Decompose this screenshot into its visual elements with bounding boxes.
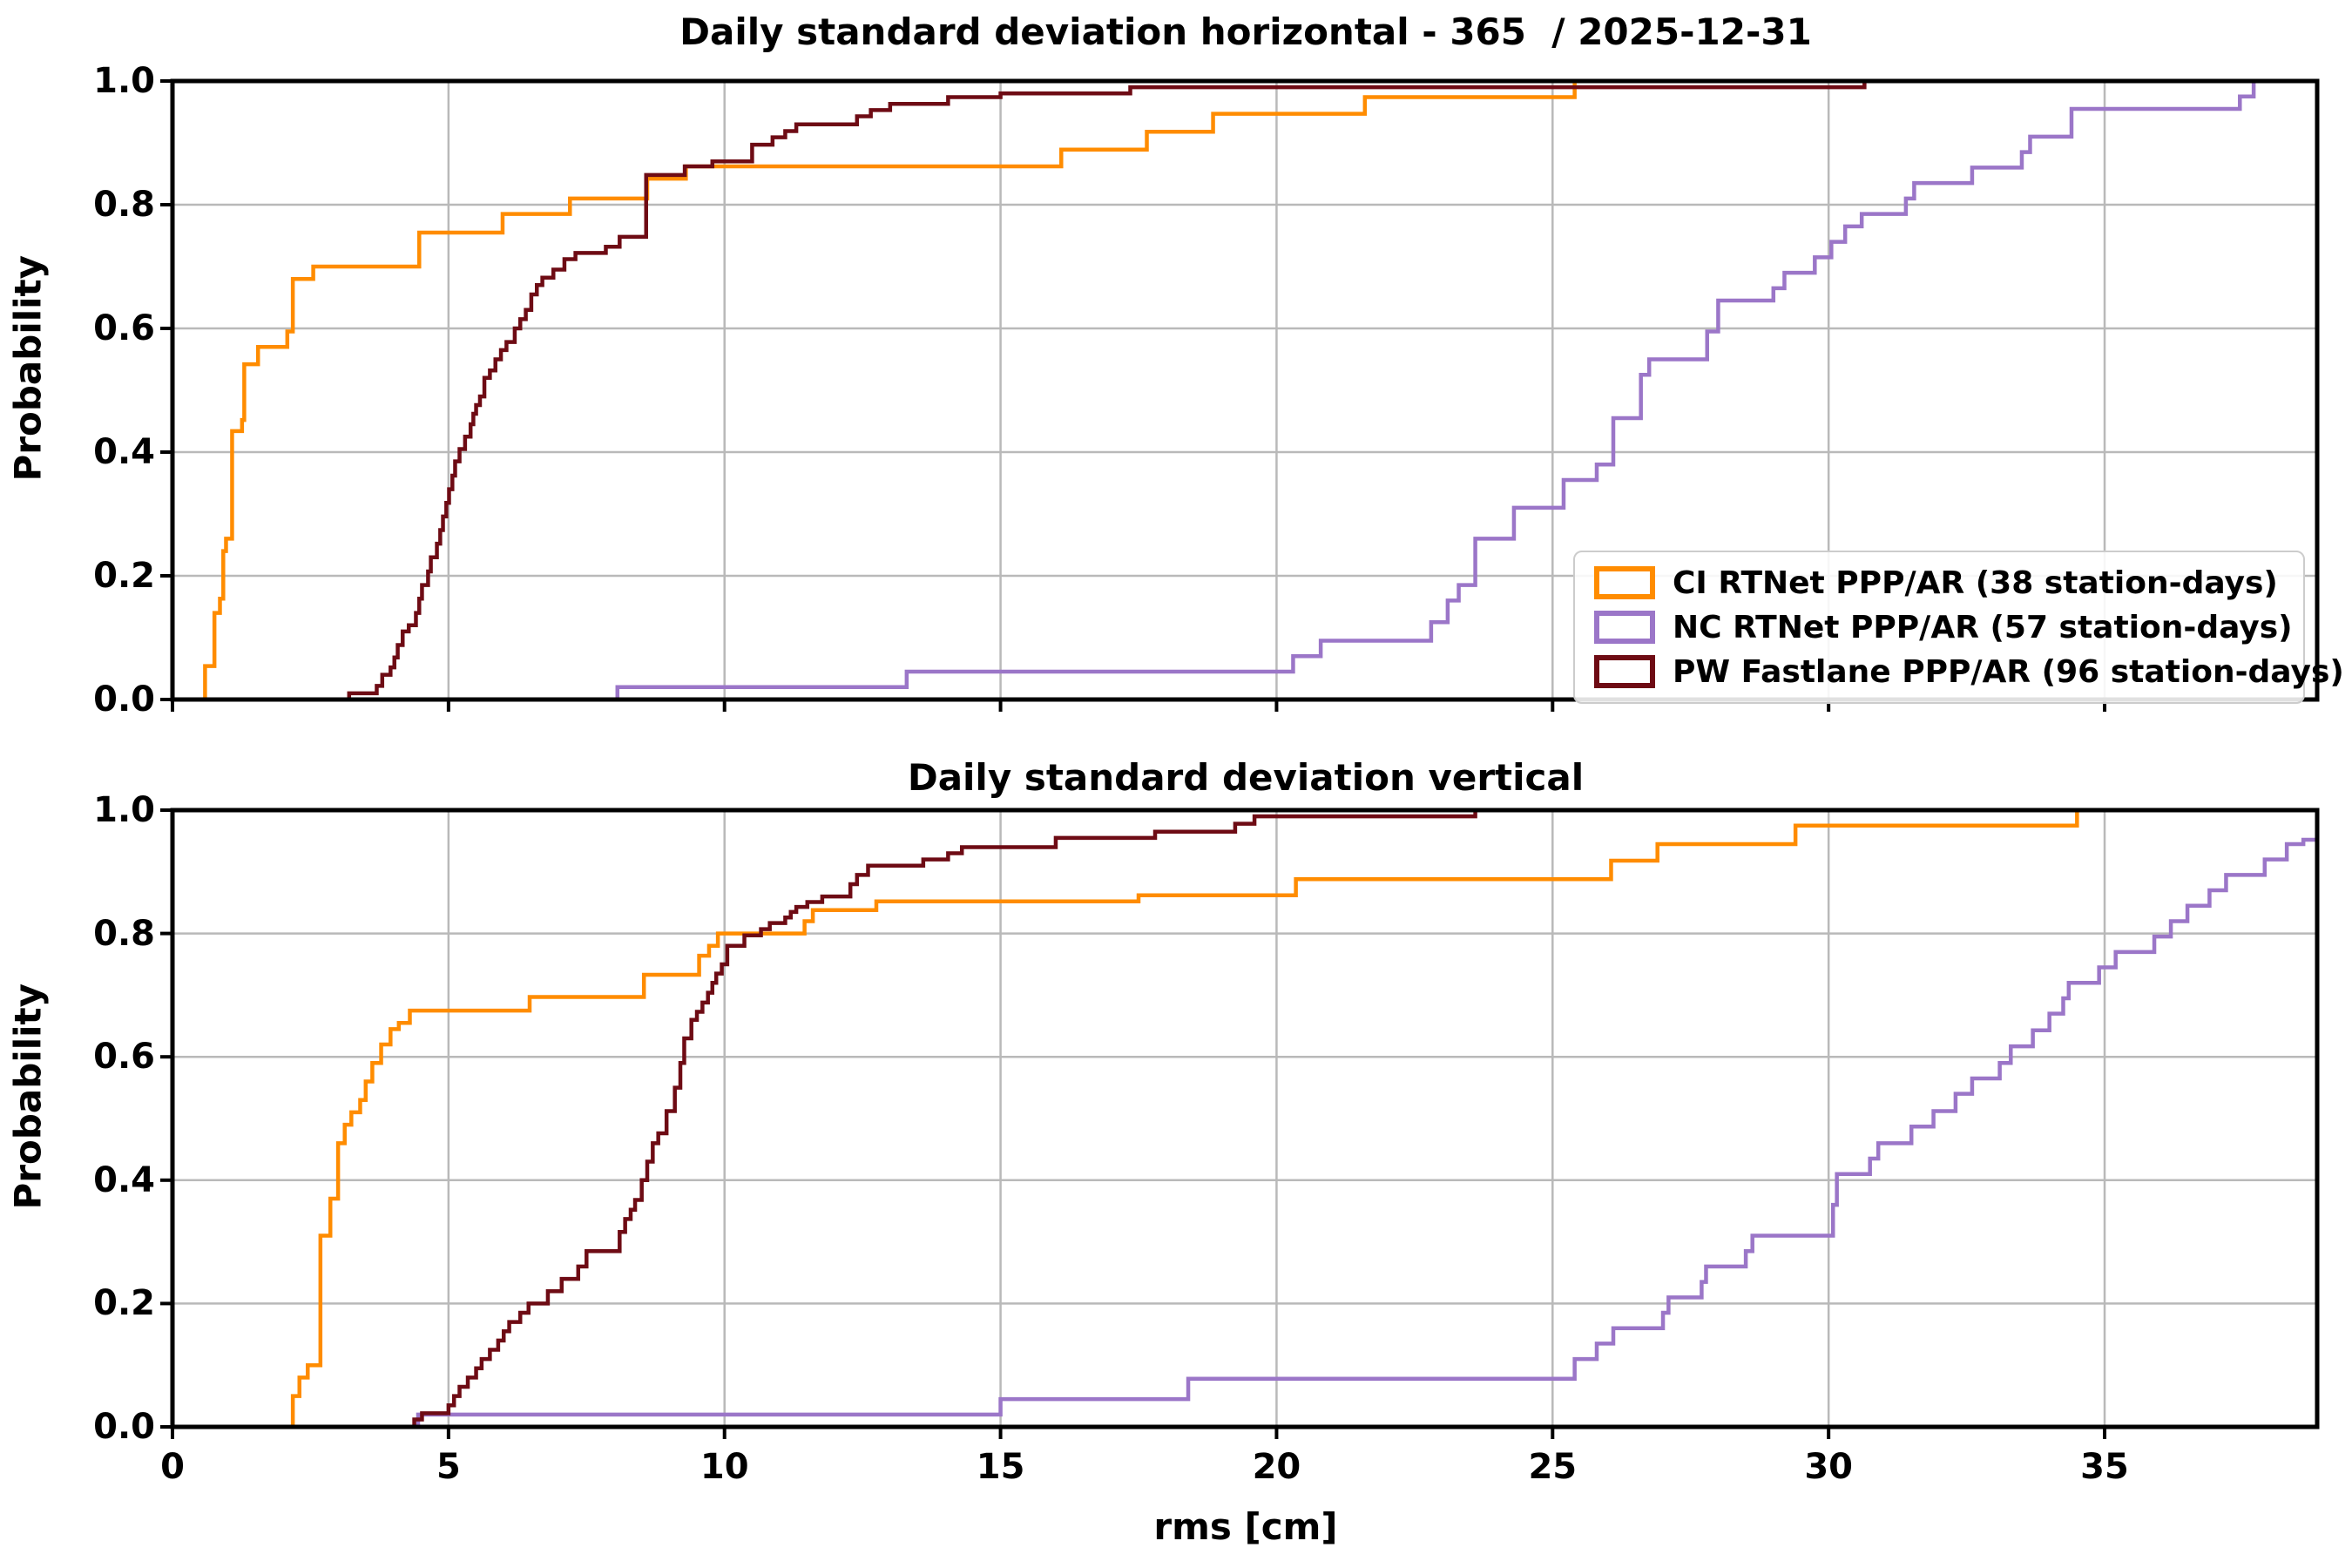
axes-box [170, 78, 2320, 702]
legend-swatch-pw-icon [1594, 655, 1655, 688]
bottom-chart-title: Daily standard deviation vertical [907, 756, 1585, 799]
x-tick-label: 15 [976, 1447, 1025, 1487]
series-path-pw [172, 808, 1483, 1429]
y-tick-label: 0.8 [93, 185, 155, 225]
x-tick-label: 25 [1528, 1447, 1578, 1487]
bottom-chart-plot-area [160, 808, 2320, 1439]
series-path-ci [172, 808, 2083, 1429]
x-tick-label: 35 [2080, 1447, 2129, 1487]
x-axis-label: rms [cm] [1153, 1505, 1338, 1548]
y-tick-label: 1.0 [93, 61, 155, 101]
x-tick-label: 0 [160, 1447, 185, 1487]
y-tick-label: 0.0 [93, 1407, 155, 1447]
y-tick-label: 0.6 [93, 1037, 155, 1078]
x-tick-label: 10 [700, 1447, 749, 1487]
top-chart-title: Daily standard deviation horizontal - 36… [679, 10, 1812, 53]
series-path-ci [172, 78, 1584, 702]
legend-label-ci: CI RTNet PPP/AR (38 station-days) [1673, 564, 2278, 601]
legend-item-nc: NC RTNet PPP/AR (57 station-days) [1594, 610, 2303, 645]
top-chart-plot-area [160, 78, 2320, 712]
y-tick-label: 0.2 [93, 556, 155, 596]
x-tick-label: 30 [1804, 1447, 1853, 1487]
x-tick-label: 20 [1252, 1447, 1301, 1487]
legend-label-pw: PW Fastlane PPP/AR (96 station-days) [1673, 653, 2344, 690]
y-tick-label: 0.0 [93, 679, 155, 720]
y-tick-label: 0.4 [93, 432, 155, 472]
legend-box: CI RTNet PPP/AR (38 station-days) NC RTNe… [1573, 551, 2344, 704]
y-tick-label: 0.6 [93, 308, 155, 348]
series-path-pw [172, 78, 1872, 702]
y-tick-label: 0.8 [93, 913, 155, 954]
y-tick-label: 0.2 [93, 1283, 155, 1324]
y-tick-label: 1.0 [93, 790, 155, 830]
series-path-nc [172, 78, 2317, 702]
legend-label-nc: NC RTNet PPP/AR (57 station-days) [1673, 609, 2293, 645]
legend-item-ci: CI RTNet PPP/AR (38 station-days) [1594, 565, 2303, 601]
y-tick-label: 0.4 [93, 1159, 155, 1200]
x-tick-label: 5 [436, 1447, 461, 1487]
legend-swatch-ci-icon [1594, 566, 1655, 599]
axes-box [170, 808, 2320, 1429]
legend-item-pw: PW Fastlane PPP/AR (96 station-days) [1594, 654, 2344, 690]
series-path-nc [172, 837, 2317, 1429]
legend-swatch-nc-icon [1594, 611, 1655, 644]
